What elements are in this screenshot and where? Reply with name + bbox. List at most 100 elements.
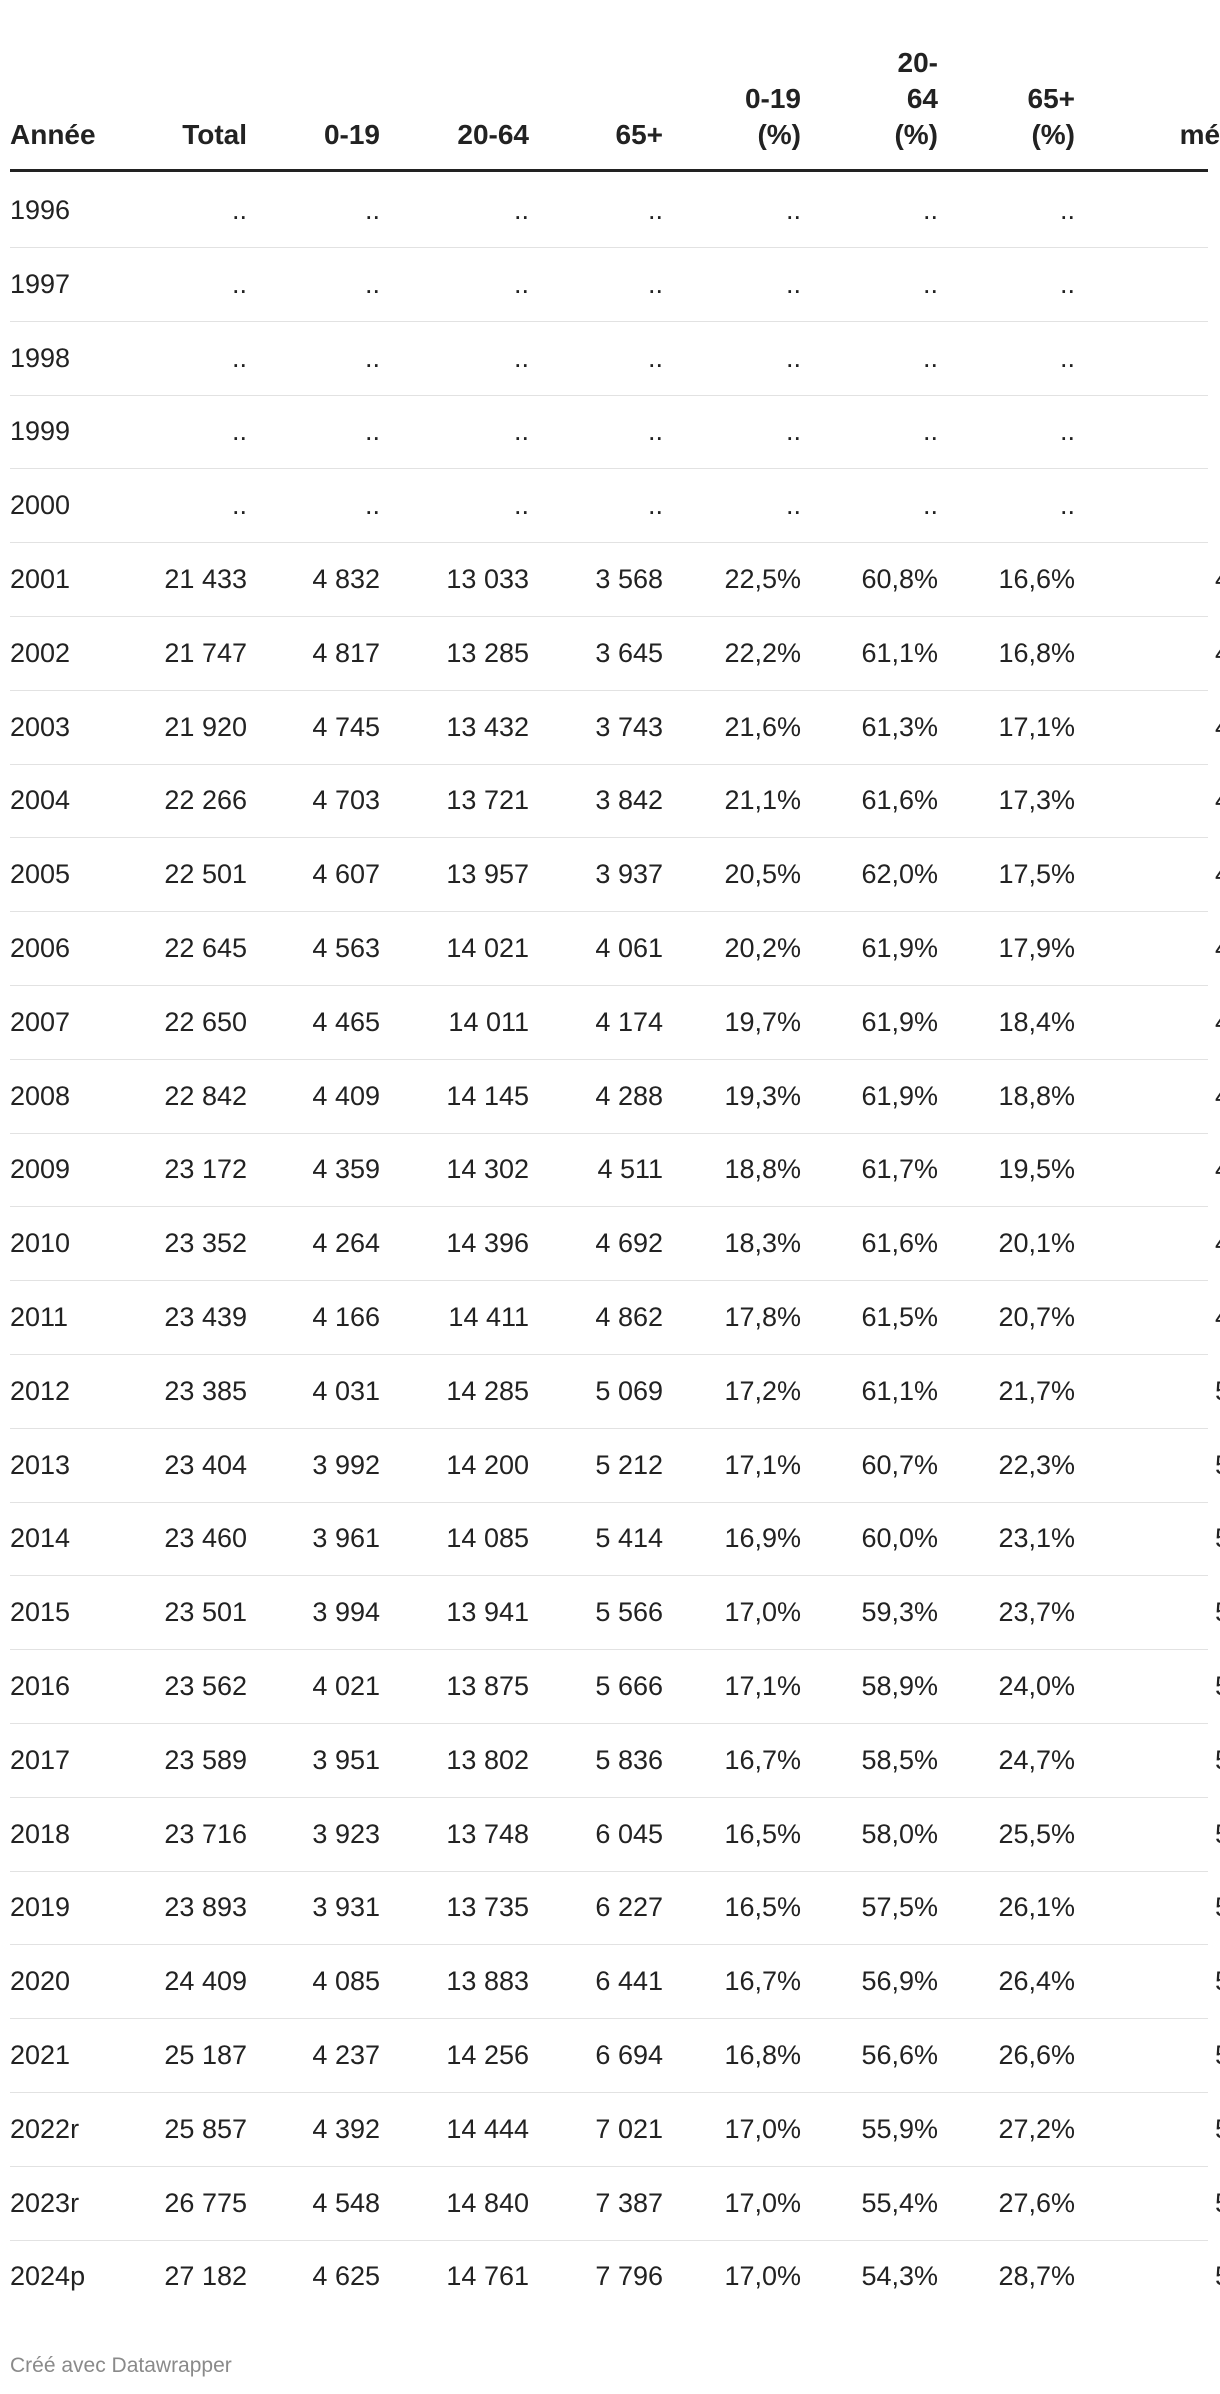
- cell: 4 359: [312, 1154, 380, 1185]
- cell: 47: [1215, 1079, 1220, 1113]
- cell: 13 285: [446, 637, 529, 668]
- cell: 61,7%: [861, 1154, 938, 1185]
- row-label: 2013: [10, 1449, 71, 1480]
- cell: ..: [1059, 416, 1075, 447]
- cell: 13 735: [446, 1892, 529, 1923]
- cell: 23 439: [164, 1302, 247, 1332]
- cell: 5 069: [595, 1375, 663, 1406]
- cell: 25 857: [164, 2113, 247, 2144]
- cell: 55,9%: [861, 2113, 938, 2144]
- row-label: 1997: [10, 268, 71, 299]
- cell: 13 883: [446, 1966, 529, 1997]
- cell: ..: [364, 490, 380, 521]
- row-separator: [10, 1058, 1208, 1060]
- cell: ..: [513, 490, 529, 521]
- cell: 17,3%: [998, 785, 1075, 816]
- cell: 16,8%: [998, 637, 1075, 668]
- cell: 4 061: [595, 933, 663, 963]
- row-label: 2011: [10, 1302, 69, 1332]
- cell: ..: [647, 195, 663, 225]
- cell: ..: [922, 490, 938, 521]
- cell: 4 392: [312, 2113, 380, 2144]
- cell: ..: [647, 268, 663, 299]
- cell: 14 145: [446, 1080, 529, 1111]
- cell: 58,5%: [861, 1744, 938, 1775]
- row-label: 2023r: [10, 2187, 80, 2218]
- cell: 3 568: [595, 564, 663, 594]
- cell: 14 761: [446, 2261, 529, 2292]
- cell: 18,3%: [724, 1228, 801, 1259]
- cell: 24 409: [164, 1966, 247, 1997]
- row-label: 2007: [10, 1006, 71, 1037]
- cell: 59,3%: [861, 1597, 938, 1628]
- cell: 23,7%: [998, 1597, 1075, 1628]
- row-label: 2024p: [10, 2261, 86, 2292]
- row-separator: [10, 1870, 1208, 1872]
- cell: 24,0%: [998, 1671, 1075, 1701]
- column-header: 20- 64 (%): [894, 47, 938, 150]
- cell: 16,7%: [724, 1966, 801, 1997]
- cell: ..: [922, 195, 938, 225]
- cell: 17,9%: [998, 933, 1075, 963]
- row-separator: [10, 1353, 1208, 1355]
- cell: ..: [785, 416, 801, 447]
- cell: 53: [1215, 1817, 1220, 1851]
- cell: 55,4%: [861, 2187, 938, 2218]
- cell: 27,6%: [998, 2187, 1075, 2218]
- row-separator: [10, 468, 1208, 470]
- cell: 17,1%: [724, 1449, 801, 1480]
- cell: 61,1%: [861, 637, 938, 668]
- cell: 4 862: [595, 1302, 663, 1332]
- cell: ..: [364, 195, 380, 225]
- cell: 14 411: [448, 1302, 529, 1332]
- cell: 27,2%: [998, 2113, 1075, 2144]
- row-label: 2015: [10, 1597, 71, 1628]
- cell: 3 994: [312, 1597, 380, 1628]
- cell: 23 501: [164, 1597, 247, 1628]
- cell: ..: [364, 268, 380, 299]
- cell: ..: [785, 490, 801, 521]
- cell: 3 842: [595, 785, 663, 816]
- cell: 4 817: [312, 637, 380, 668]
- row-separator: [10, 615, 1208, 617]
- cell: ..: [231, 416, 247, 447]
- cell: 13 033: [446, 564, 529, 594]
- cell: 14 285: [446, 1375, 529, 1406]
- cell: 14 256: [446, 2040, 529, 2070]
- cell: 61,9%: [861, 1006, 938, 1037]
- cell: 7 387: [595, 2187, 663, 2218]
- cell: 13 721: [446, 785, 529, 816]
- cell: 3 992: [312, 1449, 380, 1480]
- cell: 4 031: [312, 1375, 380, 1406]
- cell: 23 172: [164, 1154, 247, 1185]
- row-separator: [10, 911, 1208, 913]
- cell: 28,7%: [998, 2261, 1075, 2292]
- cell: 16,5%: [724, 1818, 801, 1849]
- row-label: 2022r: [10, 2113, 80, 2144]
- cell: 14 085: [446, 1523, 529, 1554]
- cell: ..: [513, 416, 529, 447]
- cell: 17,0%: [724, 2261, 801, 2292]
- cell: 4 085: [312, 1966, 380, 1997]
- row-label: 2005: [10, 859, 71, 890]
- row-separator: [10, 1280, 1208, 1282]
- column-header: 65+: [615, 119, 664, 150]
- row-separator: [10, 320, 1208, 322]
- cell: 48: [1215, 1152, 1220, 1186]
- row-separator: [10, 1132, 1208, 1134]
- cell: 23 589: [164, 1744, 247, 1775]
- cell: 13 875: [446, 1671, 529, 1701]
- cell: 22 645: [164, 933, 247, 963]
- cell: 52: [1215, 1743, 1220, 1777]
- cell: 6 227: [595, 1892, 663, 1923]
- cell: 43: [1215, 562, 1220, 596]
- cell: 60,8%: [861, 564, 938, 594]
- cell: 45: [1215, 783, 1220, 817]
- column-header: 0-19: [323, 119, 380, 150]
- cell: 52: [1215, 2186, 1220, 2220]
- cell: 24,7%: [998, 1744, 1075, 1775]
- cell: 46: [1215, 931, 1220, 965]
- row-separator: [10, 2165, 1208, 2167]
- cell: 20,5%: [724, 859, 801, 890]
- cell: 47: [1215, 1005, 1220, 1039]
